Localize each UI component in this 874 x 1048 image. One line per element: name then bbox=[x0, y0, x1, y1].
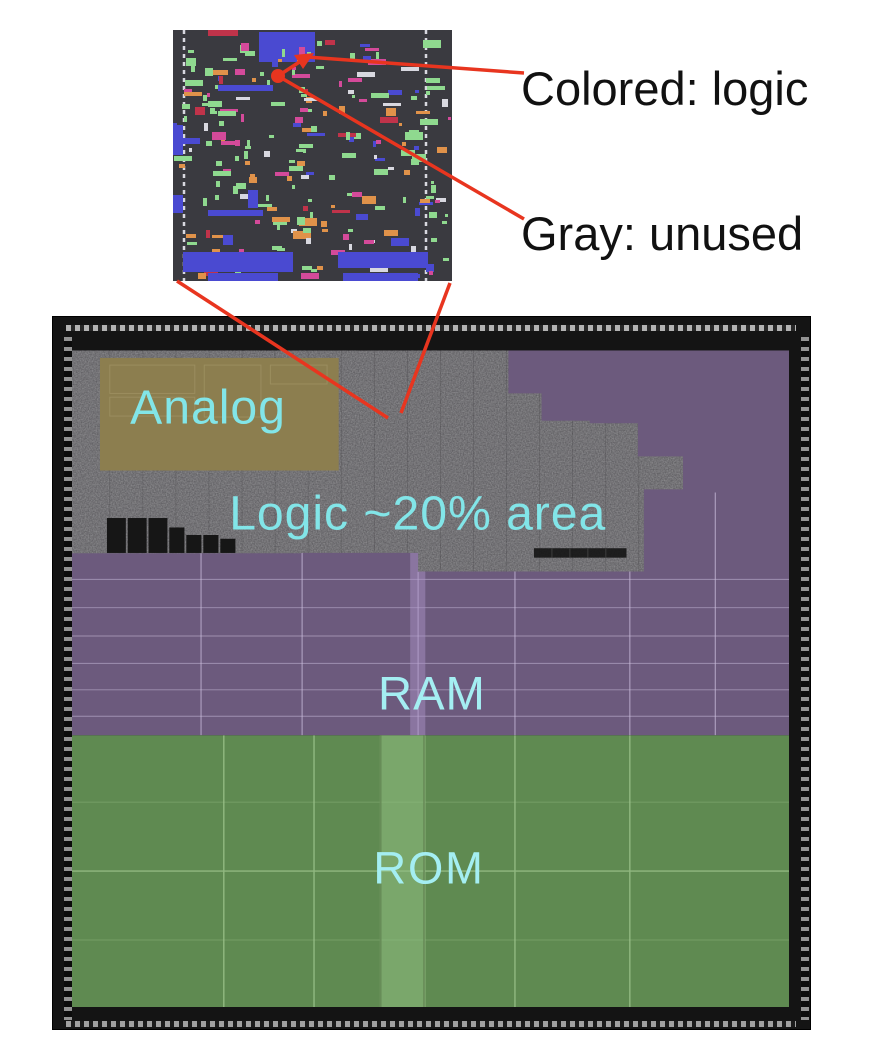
svg-text:RAM: RAM bbox=[378, 668, 486, 721]
svg-text:ROM: ROM bbox=[373, 842, 484, 893]
svg-text:Logic ~20% area: Logic ~20% area bbox=[229, 486, 606, 540]
svg-text:Analog: Analog bbox=[130, 381, 286, 435]
